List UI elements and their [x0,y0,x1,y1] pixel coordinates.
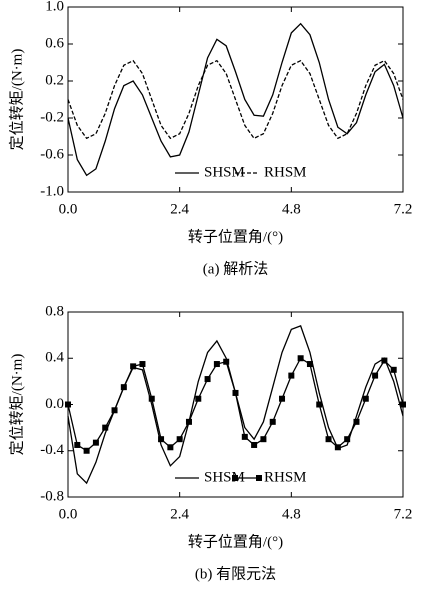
series-marker [362,395,369,402]
series-marker [158,436,165,443]
series-marker [92,439,99,446]
legend-label: RHSM [264,164,307,180]
series-marker [334,444,341,451]
series-marker [83,447,90,454]
y-tick-label: -0.8 [40,488,64,504]
y-tick-label: -0.4 [40,442,64,458]
series-marker [139,361,146,368]
series-marker [223,358,230,365]
y-tick-label: 0.6 [45,35,64,51]
series-marker [297,355,304,362]
series-marker [381,357,388,364]
series-line [67,325,404,485]
series-marker [185,418,192,425]
series-marker [65,401,71,408]
series-marker [195,395,202,402]
series-marker [167,444,174,451]
legend-label: SHSM [204,469,245,485]
series-marker [400,401,406,408]
series-marker [269,418,276,425]
series-marker [288,372,295,379]
series-marker [279,395,286,402]
series-marker [372,372,379,379]
series-marker [353,418,360,425]
caption: (b) 有限元法 [195,565,276,582]
y-axis-label: 定位转矩/(N·m) [8,354,25,456]
legend-marker [232,475,238,481]
y-tick-label: 0.2 [45,72,64,88]
x-tick-label: 7.2 [394,201,413,217]
series-marker [316,401,323,408]
series-marker [232,389,239,396]
series-marker [204,376,211,383]
x-tick-label: 2.4 [170,201,189,217]
x-axis-label: 转子位置角/(°) [188,228,283,245]
series-marker [241,433,248,440]
x-tick-label: 2.4 [170,506,189,522]
y-tick-label: 0.0 [45,396,64,412]
y-tick-label: -0.6 [40,146,64,162]
x-tick-label: 4.8 [282,201,301,217]
y-tick-label: -1.0 [40,183,64,199]
series-marker [176,436,183,443]
series-marker [120,384,127,391]
y-tick-label: -0.2 [40,109,64,125]
y-tick-label: 0.8 [45,303,64,319]
series-marker [130,363,137,370]
legend-marker [256,475,262,481]
x-tick-label: 0.0 [59,506,78,522]
series-marker [213,361,220,368]
series-line [67,357,404,452]
y-axis-label: 定位转矩/(N·m) [8,49,25,151]
y-tick-label: 0.4 [45,350,64,366]
x-tick-label: 4.8 [282,506,301,522]
series-marker [74,441,81,448]
x-tick-label: 7.2 [394,506,413,522]
series-marker [390,366,397,373]
x-axis-label: 转子位置角/(°) [188,533,283,550]
series-marker [325,436,332,443]
series-line [67,59,404,140]
legend-label: SHSM [204,164,245,180]
series-marker [102,424,109,431]
legend-label: RHSM [264,469,307,485]
series-marker [260,436,267,443]
y-tick-label: 1.0 [45,0,64,14]
series-marker [148,395,155,402]
series-marker [344,436,351,443]
series-line [67,22,404,177]
series-marker [251,441,258,448]
caption: (a) 解析法 [203,260,268,277]
x-tick-label: 0.0 [59,201,78,217]
series-marker [111,407,118,414]
series-marker [306,361,313,368]
